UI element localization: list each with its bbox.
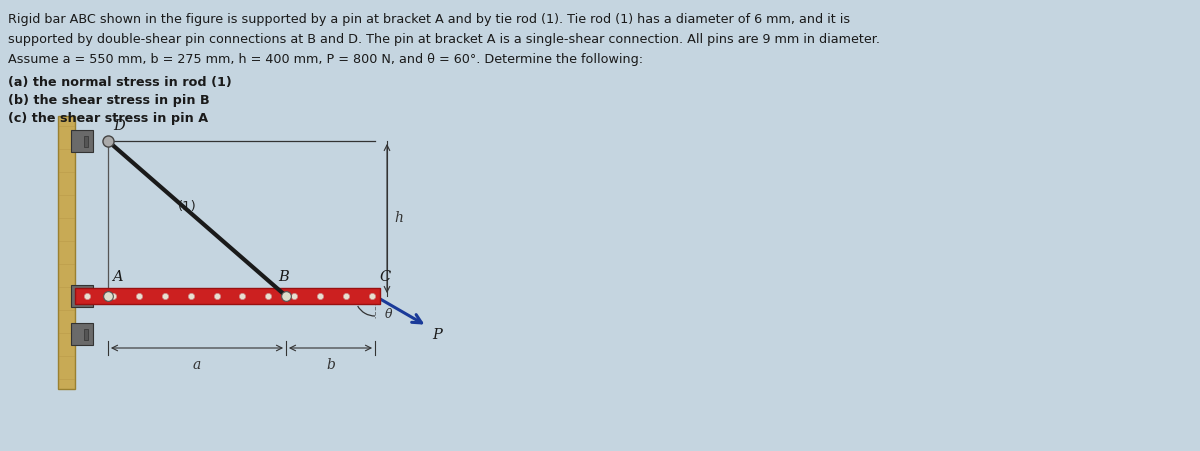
Text: supported by double-shear pin connections at B and D. The pin at bracket A is a : supported by double-shear pin connection… <box>8 33 880 46</box>
Text: θ: θ <box>385 308 392 321</box>
Text: Assume a = 550 mm, b = 275 mm, h = 400 mm, P = 800 N, and θ = 60°. Determine the: Assume a = 550 mm, b = 275 mm, h = 400 m… <box>8 53 643 66</box>
Text: A: A <box>112 270 122 284</box>
Text: C: C <box>379 270 390 284</box>
Bar <box>84 290 88 302</box>
Text: h: h <box>394 212 403 226</box>
Bar <box>84 328 88 340</box>
Text: (1): (1) <box>178 200 197 213</box>
Text: b: b <box>326 358 335 372</box>
Text: D: D <box>113 119 125 133</box>
Text: P: P <box>432 328 442 342</box>
FancyBboxPatch shape <box>71 323 94 345</box>
Text: Rigid bar ABC shown in the figure is supported by a pin at bracket A and by tie : Rigid bar ABC shown in the figure is sup… <box>8 13 850 26</box>
FancyBboxPatch shape <box>71 130 94 152</box>
Bar <box>84 135 88 147</box>
Text: (c) the shear stress in pin A: (c) the shear stress in pin A <box>8 112 208 125</box>
Bar <box>74 288 380 304</box>
Text: B: B <box>278 270 289 284</box>
Text: (b) the shear stress in pin B: (b) the shear stress in pin B <box>8 94 210 107</box>
Text: a: a <box>193 358 202 372</box>
Bar <box>58 116 74 389</box>
FancyBboxPatch shape <box>71 285 94 307</box>
Text: (a) the normal stress in rod (1): (a) the normal stress in rod (1) <box>8 76 232 89</box>
